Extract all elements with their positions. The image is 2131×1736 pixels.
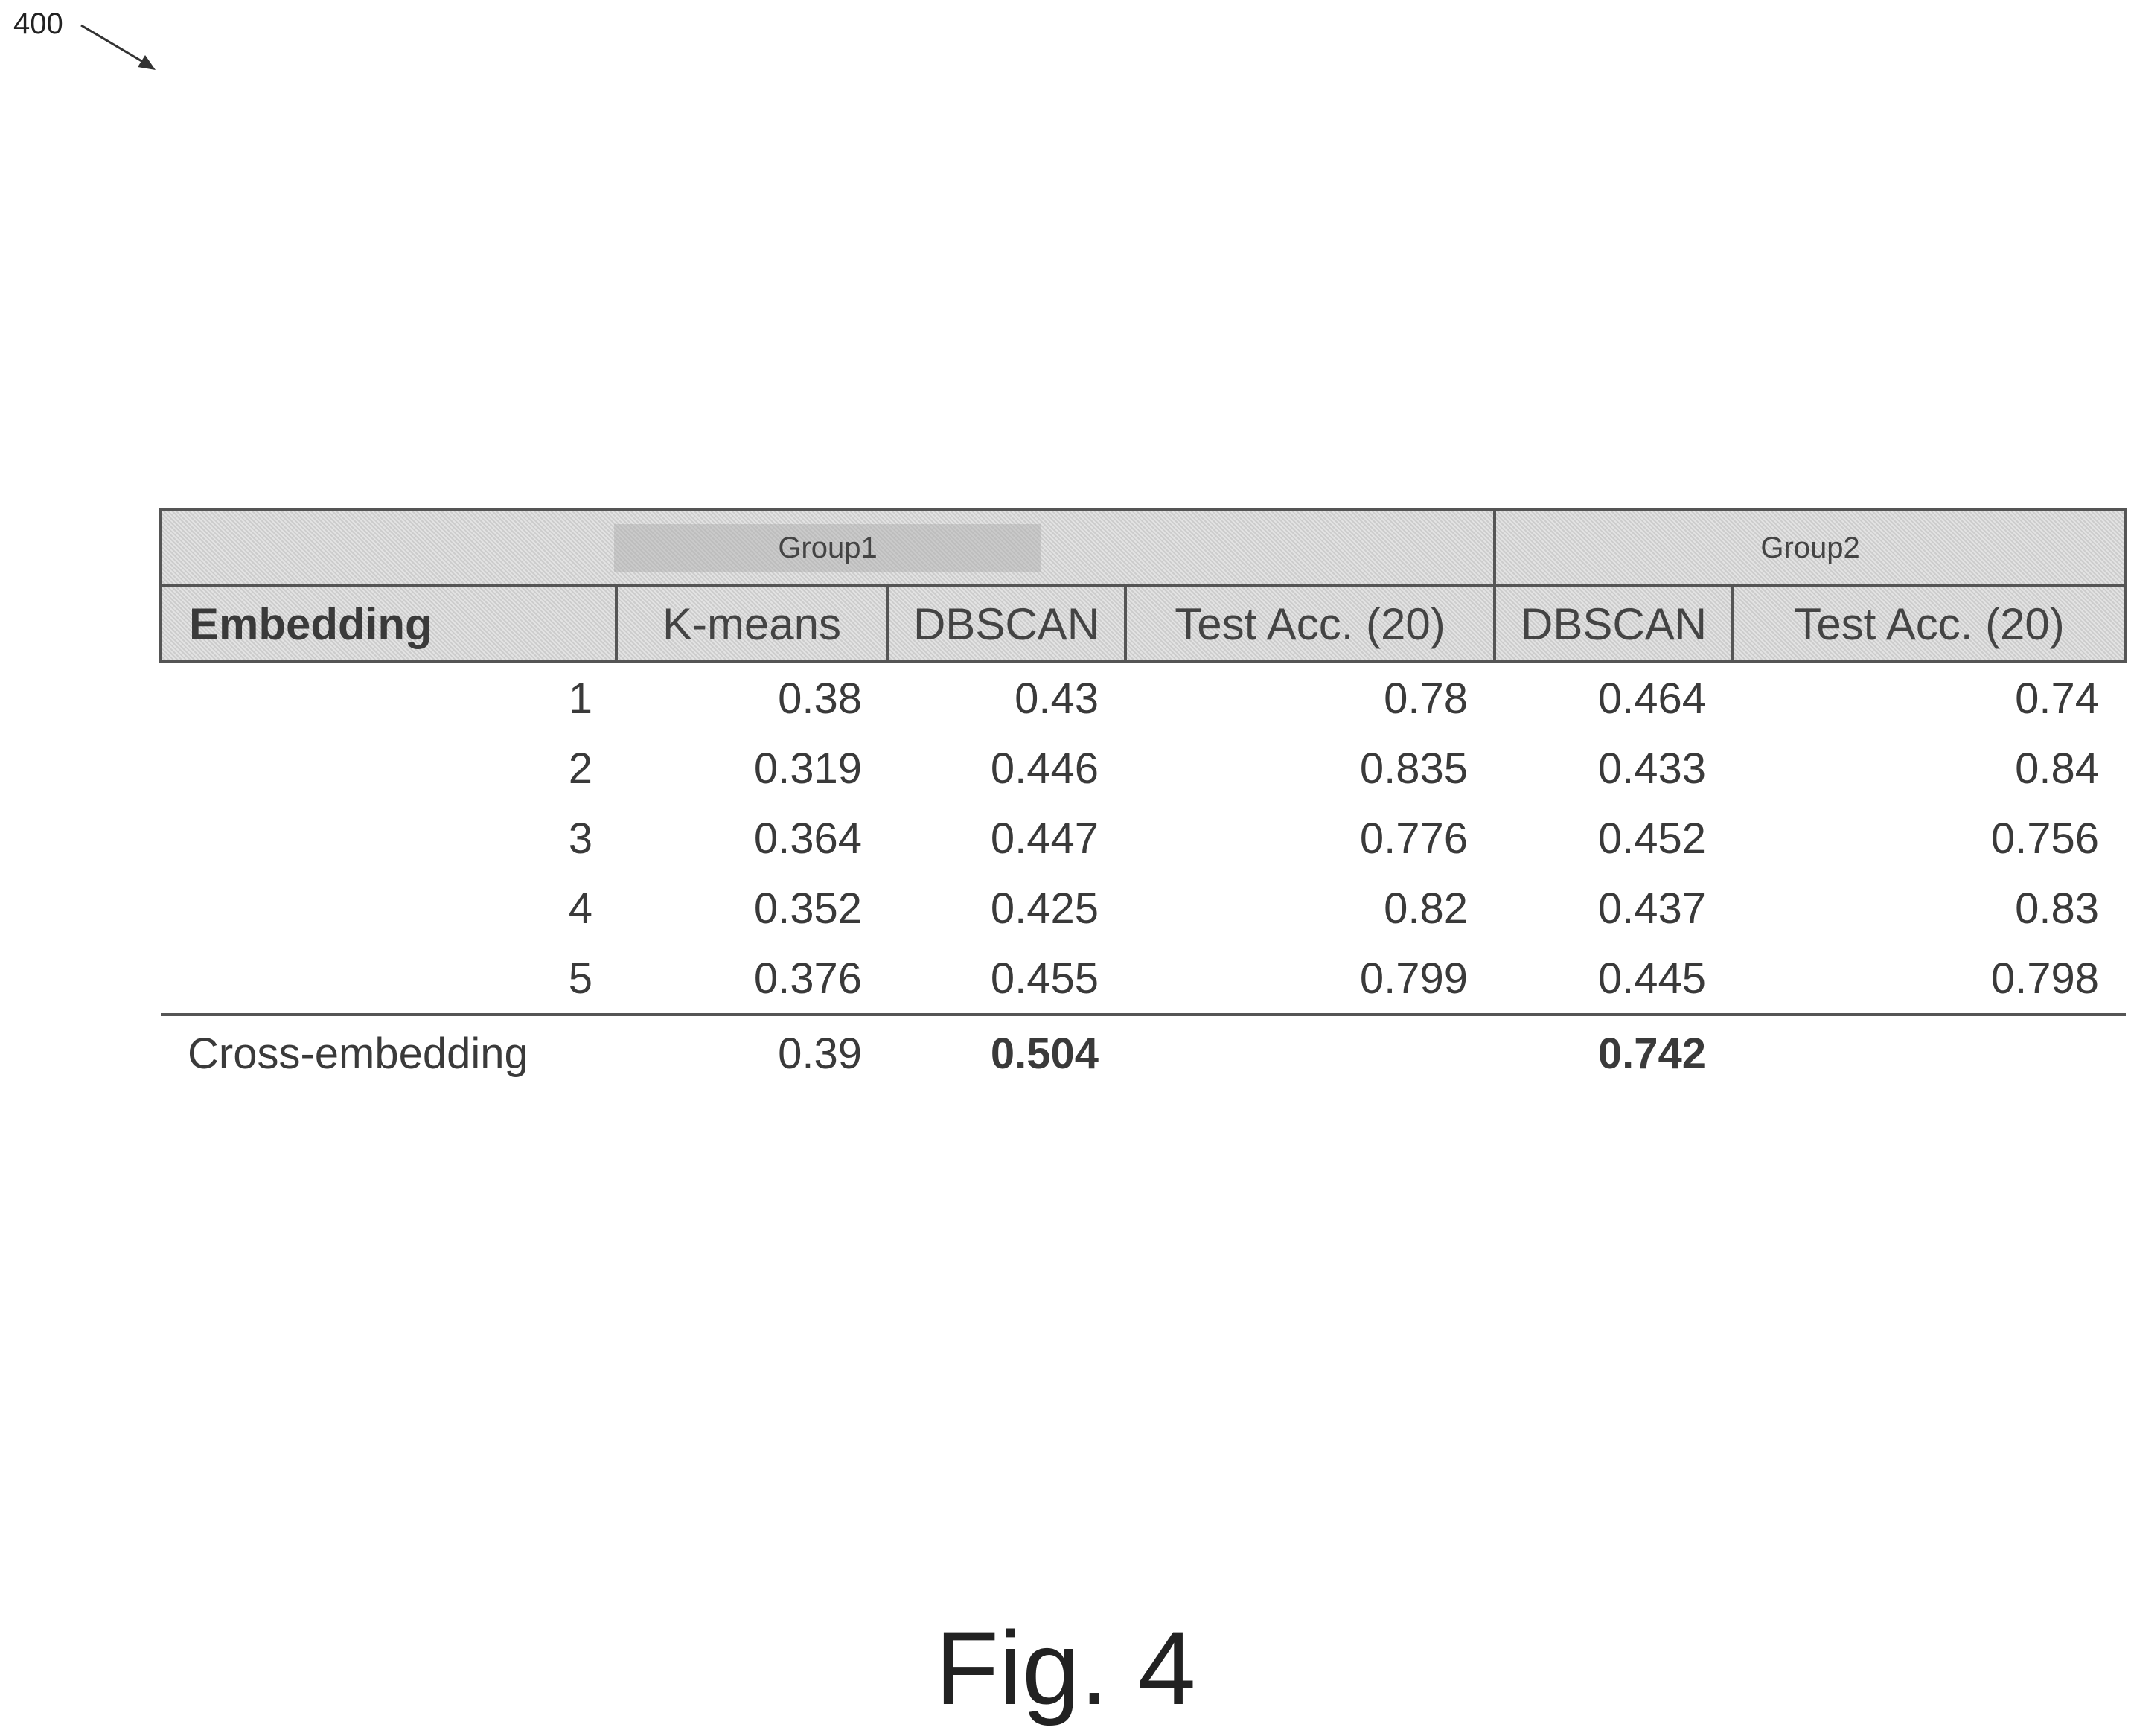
results-table: Group1 Group2 Embedding K-means DBSCAN T… <box>159 508 2128 1091</box>
table-row: 4 0.352 0.425 0.82 0.437 0.83 <box>161 873 2126 943</box>
column-header-row: Embedding K-means DBSCAN Test Acc. (20) … <box>159 584 2128 663</box>
reference-number: 400 <box>13 7 63 40</box>
group1-dbscan-cell: 0.455 <box>990 954 1099 1003</box>
group1-header: Group1 <box>159 508 1497 587</box>
results-table-container: Group1 Group2 Embedding K-means DBSCAN T… <box>159 508 2128 1091</box>
group2-dbscan-cell: 0.433 <box>1597 744 1707 793</box>
table-row: 2 0.319 0.446 0.835 0.433 0.84 <box>161 733 2126 803</box>
cross-group2-dbscan-cell: 0.742 <box>1495 1013 1734 1091</box>
group1-test-acc-cell: 0.78 <box>1384 674 1469 723</box>
embedding-id-cell: 3 <box>568 814 592 863</box>
cross-embedding-label: Cross-embedding <box>161 1013 616 1091</box>
embedding-id-cell: 5 <box>568 954 592 1003</box>
group2-test-acc-cell: 0.84 <box>2015 744 2100 793</box>
table-row: 1 0.38 0.43 0.78 0.464 0.74 <box>161 662 2126 733</box>
group1-test-acc-cell: 0.799 <box>1359 954 1469 1003</box>
header-group2-dbscan: DBSCAN <box>1493 584 1735 663</box>
header-group2-test-acc: Test Acc. (20) <box>1731 584 2128 663</box>
embedding-id-cell: 1 <box>568 674 592 723</box>
group2-test-acc-cell: 0.83 <box>2015 884 2100 933</box>
group1-test-acc-cell: 0.835 <box>1359 744 1469 793</box>
group2-dbscan-cell: 0.445 <box>1597 954 1707 1003</box>
group2-test-acc-cell: 0.74 <box>2015 674 2100 723</box>
kmeans-cell: 0.364 <box>753 814 862 863</box>
header-group1-test-acc: Test Acc. (20) <box>1123 584 1497 663</box>
group2-test-acc-cell: 0.798 <box>1990 954 2100 1003</box>
cross-group1-test-acc-cell <box>1125 1013 1495 1091</box>
table-row: 3 0.364 0.447 0.776 0.452 0.756 <box>161 803 2126 873</box>
kmeans-cell: 0.319 <box>753 744 862 793</box>
group2-dbscan-cell: 0.437 <box>1597 884 1707 933</box>
header-kmeans: K-means <box>615 584 889 663</box>
group1-label: Group1 <box>614 523 1041 572</box>
figure-caption: Fig. 4 <box>935 1609 1196 1726</box>
cross-group1-dbscan-cell: 0.504 <box>887 1013 1125 1091</box>
group2-dbscan-cell: 0.452 <box>1597 814 1707 863</box>
reference-arrow-icon <box>80 24 156 70</box>
group1-dbscan-cell: 0.425 <box>990 884 1099 933</box>
group-header-row: Group1 Group2 <box>159 508 2128 587</box>
group2-test-acc-cell: 0.756 <box>1990 814 2100 863</box>
cross-group2-test-acc-cell <box>1733 1013 2127 1091</box>
group2-dbscan-cell: 0.464 <box>1597 674 1707 723</box>
group1-dbscan-cell: 0.447 <box>990 814 1099 863</box>
kmeans-cell: 0.38 <box>778 674 862 723</box>
group1-test-acc-cell: 0.82 <box>1384 884 1469 933</box>
embedding-id-cell: 4 <box>568 884 592 933</box>
group1-test-acc-cell: 0.776 <box>1359 814 1469 863</box>
header-embedding: Embedding <box>159 584 618 663</box>
group1-dbscan-cell: 0.43 <box>1015 674 1099 723</box>
header-group1-dbscan: DBSCAN <box>886 584 1127 663</box>
group2-header: Group2 <box>1493 508 2128 587</box>
kmeans-cell: 0.376 <box>753 954 862 1003</box>
group1-dbscan-cell: 0.446 <box>990 744 1099 793</box>
embedding-id-cell: 2 <box>568 744 592 793</box>
cross-embedding-row: Cross-embedding 0.39 0.504 0.742 <box>161 1013 2127 1091</box>
kmeans-cell: 0.352 <box>753 884 862 933</box>
table-row: 5 0.376 0.455 0.799 0.445 0.798 <box>161 943 2126 1015</box>
cross-kmeans-cell: 0.39 <box>616 1013 887 1091</box>
